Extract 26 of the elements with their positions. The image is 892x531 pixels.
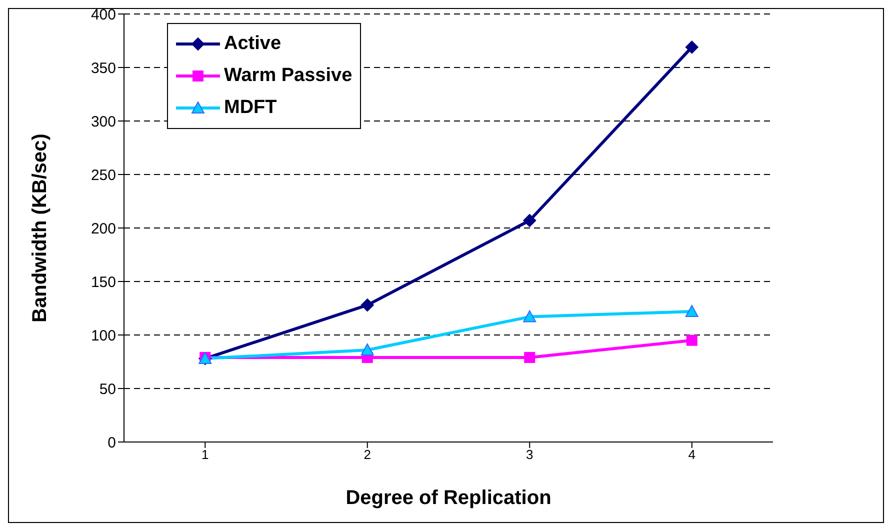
- y-tick-label: 50: [99, 380, 116, 398]
- point: [524, 352, 536, 363]
- y-tick-label: 250: [90, 166, 116, 184]
- point: [523, 214, 536, 228]
- point: [523, 310, 536, 322]
- point: [685, 304, 698, 317]
- legend-label: Warm Passive: [224, 65, 352, 87]
- point: [685, 40, 698, 54]
- y-axis-title: Bandwidth (KB/sec): [29, 134, 52, 322]
- x-tick-label: 2: [364, 447, 371, 462]
- x-tick-label: 1: [202, 447, 209, 462]
- x-axis-title: Degree of Replication: [346, 487, 552, 509]
- point: [360, 343, 374, 356]
- x-tick-label: 4: [688, 447, 696, 462]
- y-tick-label: 400: [90, 6, 116, 24]
- y-tick-label: 300: [90, 113, 116, 130]
- y-tick-label: 350: [90, 60, 116, 77]
- point: [686, 334, 698, 346]
- y-tick-label: 0: [108, 434, 116, 452]
- point: [360, 298, 374, 312]
- y-tick-label: 150: [90, 274, 116, 291]
- legend-label: MDFT: [224, 97, 277, 119]
- x-tick-label: 3: [526, 447, 534, 462]
- y-tick-label: 200: [90, 220, 116, 238]
- y-tick-label: 100: [90, 327, 116, 344]
- legend-label: Active: [224, 33, 282, 55]
